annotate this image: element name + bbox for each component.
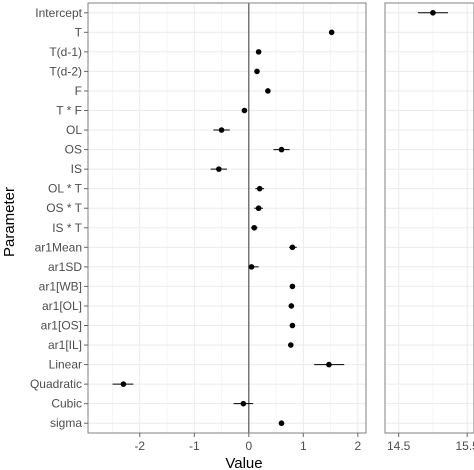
estimate-point xyxy=(278,420,285,427)
estimate-point xyxy=(256,185,263,192)
parameter-label: Intercept xyxy=(35,6,82,20)
x-axis-title: Value xyxy=(225,455,262,470)
x-tick-label: 14.5 xyxy=(387,439,411,453)
x-tick-label: 15.5 xyxy=(455,439,474,453)
panel-border xyxy=(87,2,367,434)
parameter-label: ar1[WB] xyxy=(39,279,82,293)
x-tick-label: 0 xyxy=(245,439,252,453)
estimate-point xyxy=(289,283,296,290)
parameter-label: T xyxy=(75,25,83,39)
estimate-point xyxy=(254,68,260,75)
estimate-point xyxy=(328,29,335,36)
panel-border xyxy=(384,2,474,434)
estimate-point xyxy=(120,381,127,387)
parameter-label: ar1[IL] xyxy=(48,338,82,352)
y-axis-title: Parameter xyxy=(1,187,18,257)
estimate-point xyxy=(430,9,436,16)
parameter-label: F xyxy=(75,84,82,98)
panel-background xyxy=(88,3,366,433)
x-tick-label: 2 xyxy=(354,439,361,453)
estimate-point xyxy=(218,127,225,133)
estimate-point xyxy=(289,322,296,329)
estimate-point xyxy=(265,88,271,94)
parameter-label: OS * T xyxy=(46,201,82,215)
parameter-label: ar1[OS] xyxy=(41,319,82,333)
estimate-point xyxy=(216,166,222,172)
panel-background xyxy=(385,3,474,433)
estimate-point xyxy=(255,49,262,55)
x-tick-label: -2 xyxy=(134,439,145,453)
parameter-label: IS xyxy=(71,162,82,176)
estimate-point xyxy=(289,244,296,251)
parameter-label: IS * T xyxy=(52,221,82,235)
parameter-label: sigma xyxy=(50,416,82,430)
x-tick-label: -1 xyxy=(189,439,200,453)
estimate-point xyxy=(248,264,255,270)
intercept-panel: 14.5 15.5 xyxy=(384,2,474,453)
estimate-point xyxy=(255,205,262,212)
x-tick-label: 1 xyxy=(300,439,307,453)
parameter-tick-labels: Intercept T T(d-1) T(d-2) F T * F OL OS IS OL * T… xyxy=(30,6,88,430)
parameter-label: OL * T xyxy=(48,182,83,196)
parameter-label: ar1[OL] xyxy=(42,299,82,313)
estimate-point xyxy=(326,361,332,368)
estimate-point xyxy=(251,224,258,231)
estimate-point xyxy=(240,400,247,407)
parameter-label: OL xyxy=(66,123,82,137)
estimate-point xyxy=(241,107,248,114)
parameter-label: Quadratic xyxy=(30,377,82,391)
estimate-point xyxy=(288,303,295,309)
parameter-label: ar1SD xyxy=(48,260,82,274)
main-panel: -2 -1 0 1 2 xyxy=(87,2,367,453)
parameter-label: Cubic xyxy=(51,397,82,411)
parameter-label: T * F xyxy=(56,104,82,118)
parameter-label: T(d-1) xyxy=(49,45,82,59)
estimate-point xyxy=(278,146,285,153)
estimate-point xyxy=(287,342,294,348)
parameter-label: Linear xyxy=(49,358,82,372)
parameter-label: OS xyxy=(65,143,82,157)
parameter-label: ar1Mean xyxy=(35,240,82,254)
parameter-label: T(d-2) xyxy=(49,64,82,78)
